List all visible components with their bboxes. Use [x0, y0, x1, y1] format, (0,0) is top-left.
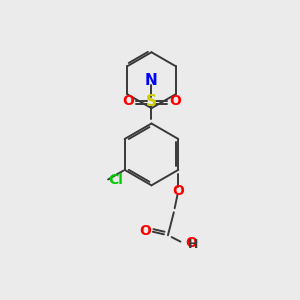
Text: H: H: [188, 238, 199, 251]
Text: O: O: [122, 94, 134, 108]
Text: O: O: [169, 94, 181, 108]
Text: O: O: [172, 184, 184, 198]
Text: S: S: [146, 94, 157, 109]
Text: O: O: [186, 236, 197, 250]
Text: Cl: Cl: [108, 173, 123, 187]
Text: O: O: [139, 224, 151, 238]
Text: N: N: [145, 73, 158, 88]
